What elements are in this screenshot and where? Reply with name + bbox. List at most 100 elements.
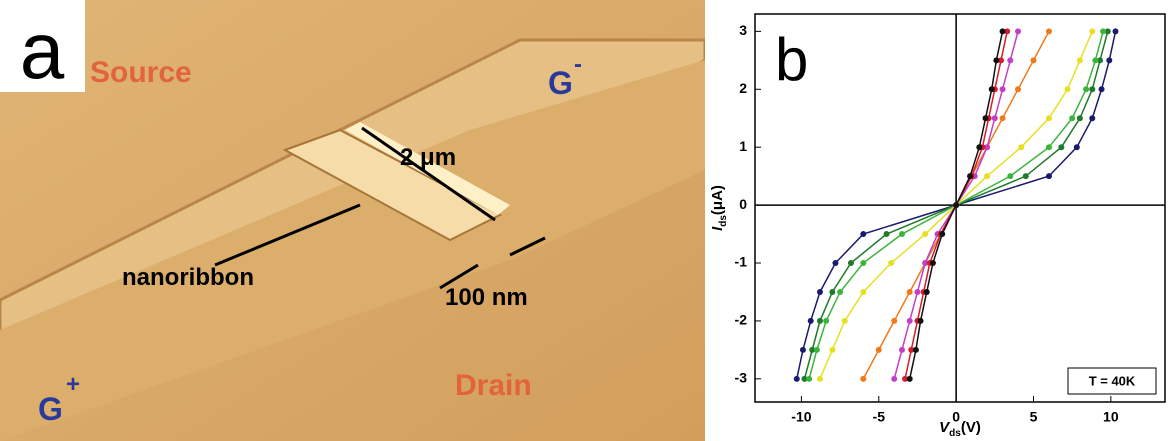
y-tick-label: 1 bbox=[739, 138, 747, 154]
data-point bbox=[976, 144, 983, 151]
data-point bbox=[891, 375, 898, 382]
length-label: 2 μm bbox=[400, 144, 456, 171]
y-tick-label: 0 bbox=[739, 196, 747, 212]
data-point bbox=[860, 288, 867, 295]
data-point bbox=[1015, 28, 1022, 35]
x-axis-label: Vds(V) bbox=[939, 419, 981, 439]
data-point bbox=[929, 260, 936, 267]
data-point bbox=[922, 231, 929, 238]
width-arrow bbox=[509, 236, 546, 257]
data-point bbox=[1022, 173, 1029, 180]
data-point bbox=[1007, 173, 1014, 180]
data-point bbox=[1030, 57, 1037, 64]
data-point bbox=[847, 260, 854, 267]
drain-electrode bbox=[0, 60, 705, 441]
data-point bbox=[906, 317, 913, 324]
data-point bbox=[816, 288, 823, 295]
x-axis-label-part: V bbox=[939, 419, 951, 436]
data-point bbox=[1007, 57, 1014, 64]
data-point bbox=[1106, 57, 1113, 64]
x-tick-label: 10 bbox=[1103, 409, 1119, 425]
data-point bbox=[813, 346, 820, 353]
y-tick-label: -2 bbox=[735, 312, 748, 328]
source-label: Source bbox=[90, 56, 192, 89]
data-point bbox=[939, 231, 946, 238]
ribbon-arrow bbox=[214, 203, 361, 267]
data-point bbox=[1100, 28, 1107, 35]
data-point bbox=[902, 375, 909, 382]
data-point bbox=[999, 28, 1006, 35]
x-tick-label: -5 bbox=[873, 409, 886, 425]
data-point bbox=[917, 317, 924, 324]
data-point bbox=[860, 231, 867, 238]
data-point bbox=[823, 317, 830, 324]
x-tick-label: -10 bbox=[791, 409, 811, 425]
plot-frame bbox=[754, 13, 1166, 403]
data-point bbox=[1089, 86, 1096, 93]
data-point bbox=[806, 375, 813, 382]
data-point bbox=[908, 346, 915, 353]
data-point bbox=[837, 288, 844, 295]
y-axis-label: Ids(μA) bbox=[709, 185, 729, 231]
data-point bbox=[793, 375, 800, 382]
y-axis-label-part: ds bbox=[718, 215, 729, 227]
data-point bbox=[906, 288, 913, 295]
data-point bbox=[953, 202, 960, 209]
data-point bbox=[841, 317, 848, 324]
data-point bbox=[912, 346, 919, 353]
x-axis-label-part: (V) bbox=[961, 419, 981, 436]
data-point bbox=[888, 260, 895, 267]
data-point bbox=[991, 115, 998, 122]
data-point bbox=[984, 144, 991, 151]
data-point bbox=[860, 260, 867, 267]
data-point bbox=[982, 115, 989, 122]
data-point bbox=[1045, 28, 1052, 35]
data-point bbox=[898, 346, 905, 353]
data-point bbox=[1073, 144, 1080, 151]
data-point bbox=[1092, 57, 1099, 64]
data-point bbox=[1112, 28, 1119, 35]
data-point bbox=[1045, 144, 1052, 151]
nanoribbon-shape bbox=[282, 128, 503, 242]
data-point bbox=[898, 231, 905, 238]
y-axis-label-part: I bbox=[709, 226, 726, 231]
data-point bbox=[1004, 28, 1011, 35]
width-arrow bbox=[439, 263, 479, 290]
y-tick-label: -3 bbox=[735, 370, 748, 386]
data-point bbox=[967, 173, 974, 180]
data-point bbox=[1076, 115, 1083, 122]
data-point bbox=[829, 346, 836, 353]
letter-box bbox=[0, 0, 85, 92]
data-point bbox=[1083, 86, 1090, 93]
width-label: 100 nm bbox=[445, 284, 528, 311]
y-axis-label-part: (μA) bbox=[709, 185, 726, 215]
data-point bbox=[914, 288, 921, 295]
data-point bbox=[1045, 115, 1052, 122]
x-axis-label-part: ds bbox=[949, 428, 961, 439]
data-point bbox=[1015, 86, 1022, 93]
panel-a: a Source G - 2 μm nanoribbon 100 nm G + … bbox=[0, 0, 707, 441]
gate-minus-sign: - bbox=[574, 51, 582, 78]
data-point bbox=[906, 375, 913, 382]
ribbon-label: nanoribbon bbox=[122, 264, 254, 291]
data-point bbox=[999, 86, 1006, 93]
data-point bbox=[998, 57, 1004, 64]
panel-letter: b bbox=[775, 26, 808, 93]
gate-plus-label: G bbox=[38, 391, 63, 427]
y-tick-label: -1 bbox=[735, 254, 748, 270]
data-point bbox=[1076, 57, 1083, 64]
data-point bbox=[988, 86, 995, 93]
data-point bbox=[875, 346, 882, 353]
data-point bbox=[799, 346, 806, 353]
data-point bbox=[883, 231, 890, 238]
data-point bbox=[816, 317, 823, 324]
data-point bbox=[984, 173, 991, 180]
data-point bbox=[1018, 144, 1025, 151]
panel-letter: a bbox=[20, 6, 65, 95]
data-point bbox=[1064, 86, 1071, 93]
gate-minus-label: G bbox=[548, 65, 573, 101]
gate-plus-sign: + bbox=[66, 371, 80, 398]
data-point bbox=[1097, 57, 1104, 64]
data-point bbox=[829, 288, 836, 295]
